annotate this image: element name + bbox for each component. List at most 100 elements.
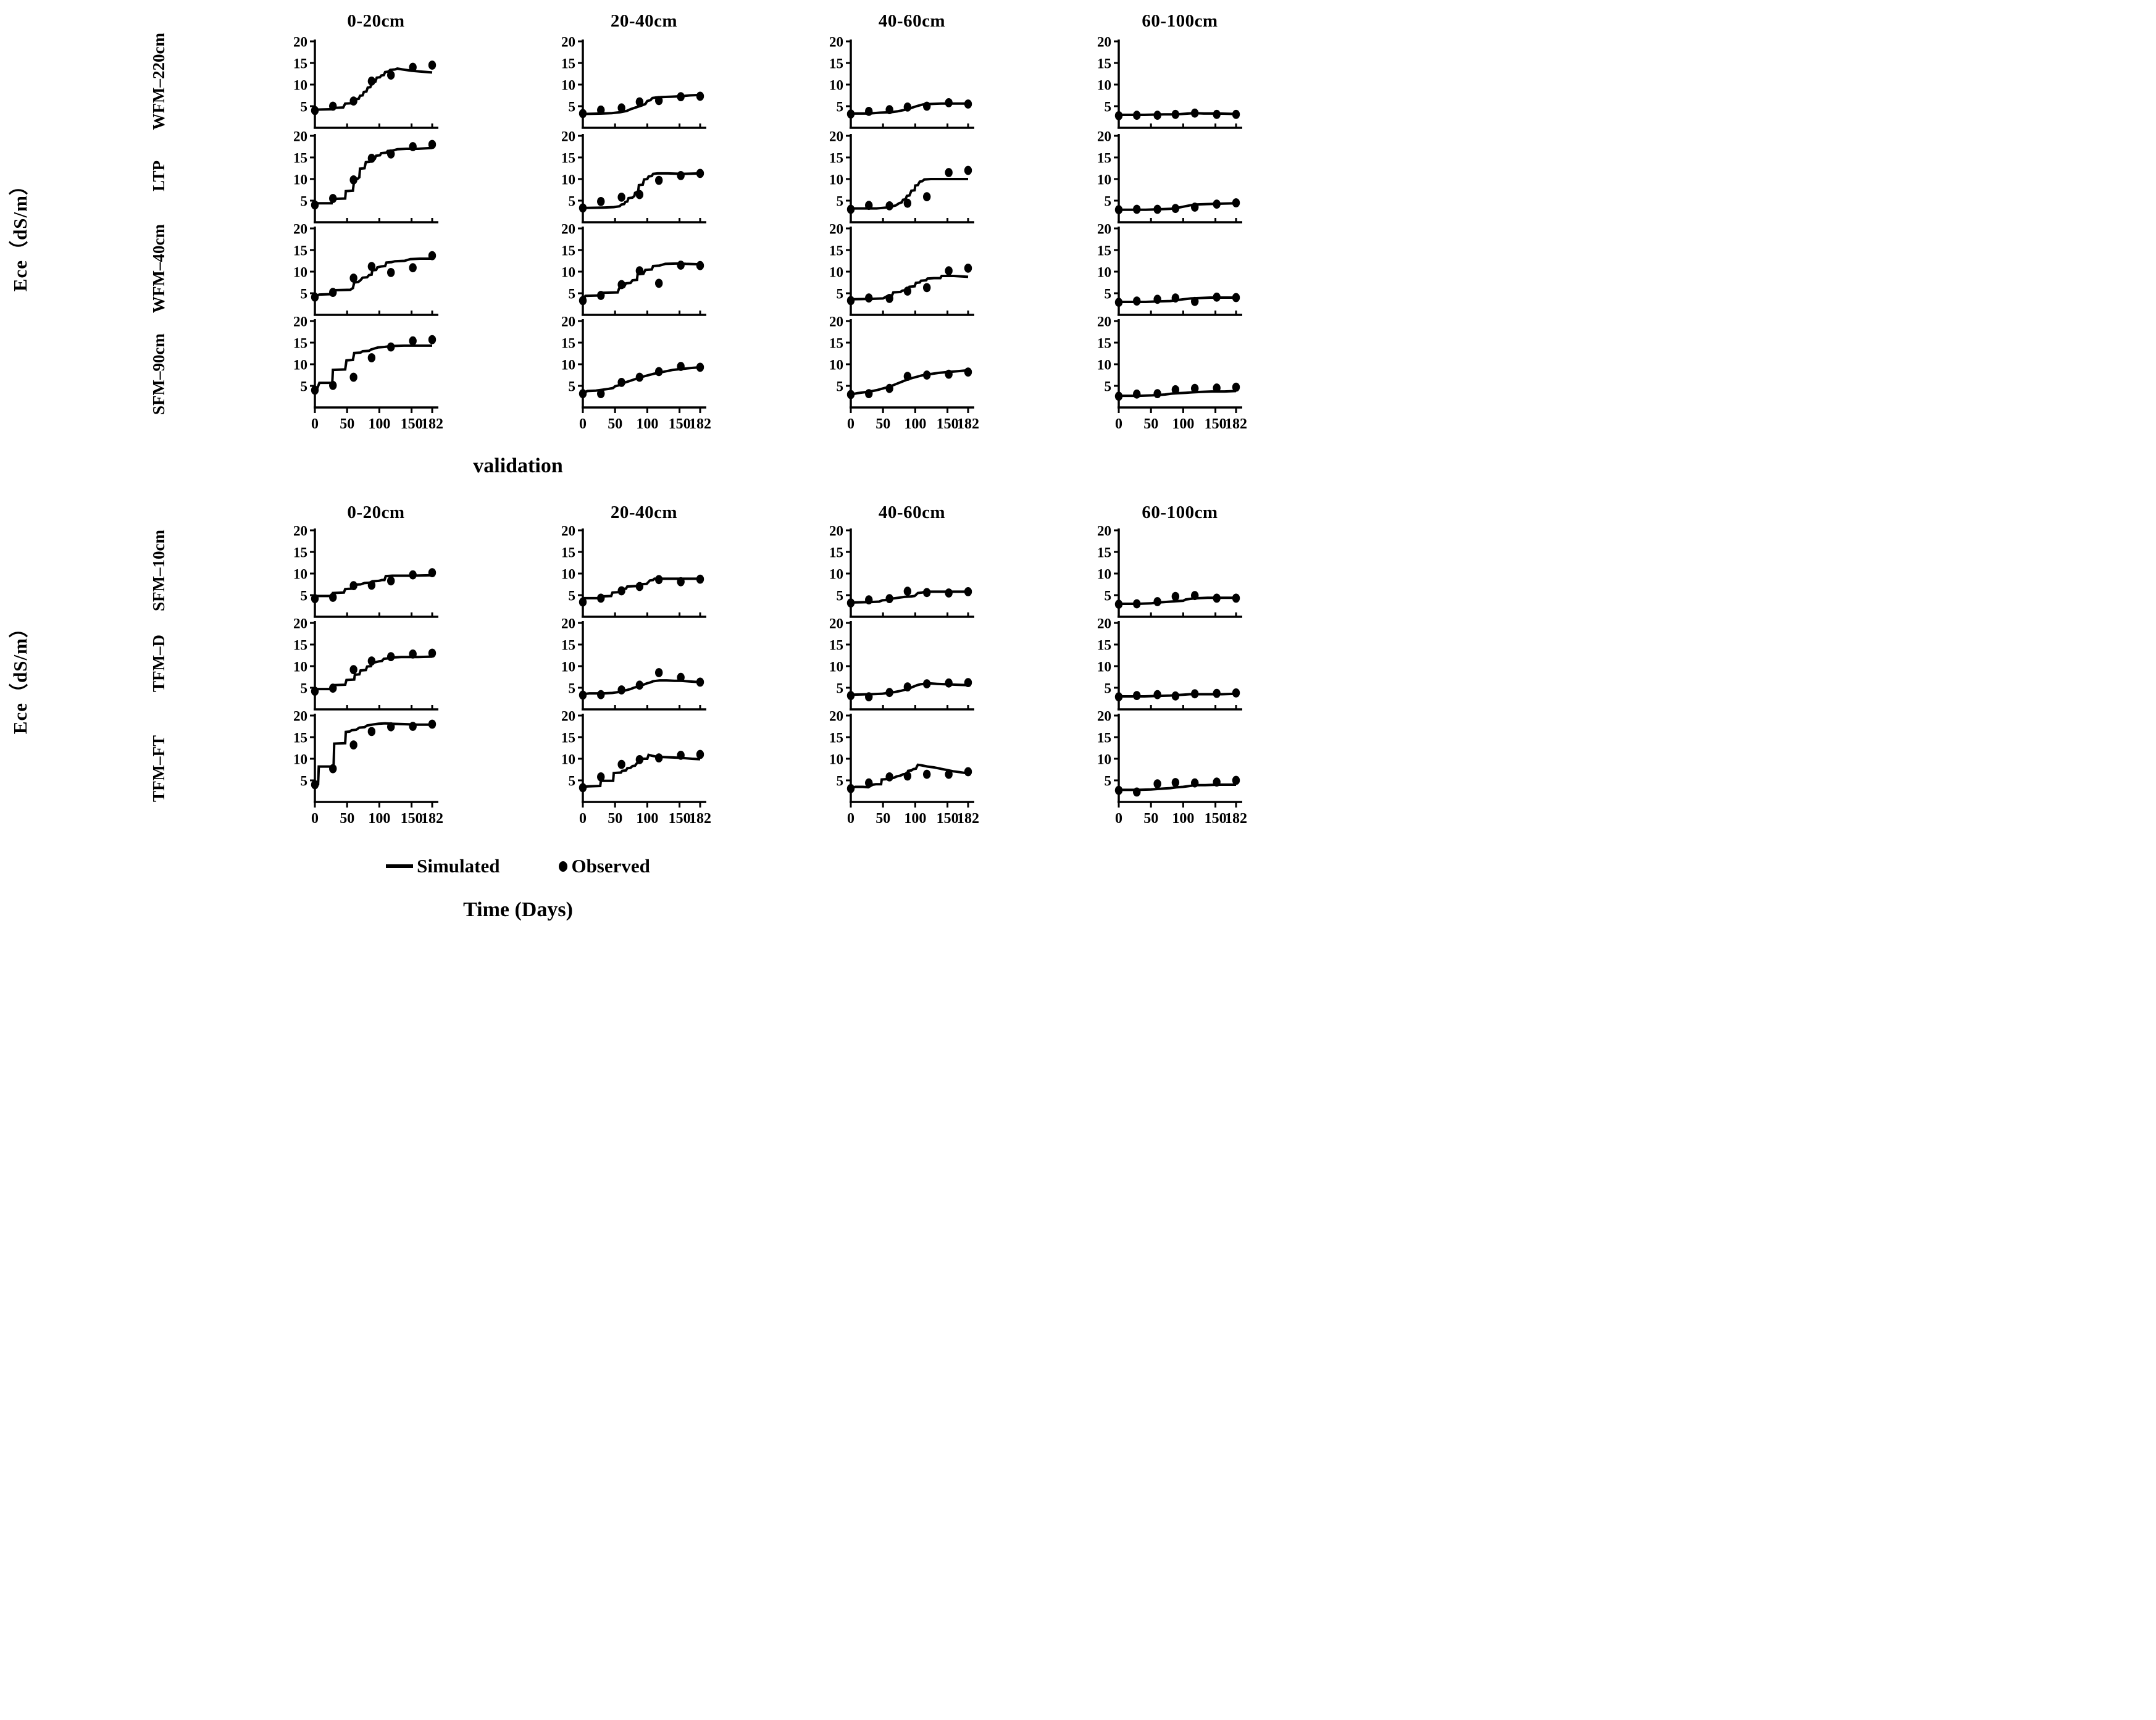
simulated-line <box>1119 390 1237 398</box>
observed-point <box>617 760 625 769</box>
y-tick-label: 20 <box>829 222 843 237</box>
observed-point <box>329 101 337 111</box>
observed-point <box>654 575 663 585</box>
panel-WFM–220cm-60-100cm: 5 10 15 20 <box>1090 34 1245 129</box>
observed-point <box>903 199 912 209</box>
observed-point <box>1133 691 1141 701</box>
observed-point <box>1153 111 1161 120</box>
observed-point <box>428 251 437 261</box>
x-tick-label: 182 <box>689 416 711 432</box>
observed-point <box>1171 778 1180 788</box>
y-tick-label: 5 <box>569 774 576 789</box>
y-tick-label: 5 <box>1105 681 1112 696</box>
x-tick-label: 100 <box>904 416 926 432</box>
y-tick-label: 5 <box>301 681 308 696</box>
x-tick-label: 150 <box>669 811 691 827</box>
y-tick-label: 5 <box>837 379 844 395</box>
observed-point <box>865 201 873 211</box>
panel-svg-LTP-60-100cm: 5 10 15 20 <box>1097 129 1242 224</box>
observed-point <box>654 176 663 185</box>
observed-point <box>1213 593 1221 603</box>
observed-point <box>367 580 376 590</box>
simulated-line <box>582 366 701 395</box>
y-tick-label: 10 <box>561 357 575 373</box>
y-tick-label: 10 <box>561 265 575 280</box>
observed-point <box>903 682 912 692</box>
observed-point <box>1213 109 1221 119</box>
y-tick-label: 20 <box>829 34 843 49</box>
middle-caption: validation <box>473 454 563 478</box>
observed-point <box>865 692 873 702</box>
y-tick-label: 5 <box>1105 379 1112 395</box>
observed-point <box>386 343 395 352</box>
observed-point <box>865 106 873 116</box>
panel-WFM–40cm-40-60cm: 5 10 15 20 <box>822 222 977 317</box>
x-tick-label: 182 <box>957 416 979 432</box>
x-tick-label: 0 <box>847 811 854 827</box>
x-tick-label: 50 <box>875 416 890 432</box>
observed-point <box>964 678 972 688</box>
panel-svg-WFM–220cm-40-60cm: 5 10 15 20 <box>829 34 974 129</box>
y-tick-label: 10 <box>293 567 307 582</box>
observed-point <box>1232 776 1240 785</box>
panel-svg-SFM–10cm-40-60cm: 5 10 15 20 <box>829 524 974 619</box>
observed-point <box>885 384 893 394</box>
panel-TFM–D-40-60cm: 5 10 15 20 <box>822 616 977 711</box>
panel-svg-WFM–220cm-60-100cm: 5 10 15 20 <box>1097 34 1242 129</box>
y-tick-label: 15 <box>1097 638 1111 653</box>
y-tick-label: 15 <box>293 730 307 746</box>
observed-point <box>635 373 644 382</box>
x-tick-label: 150 <box>937 416 959 432</box>
y-tick-label: 20 <box>829 616 843 632</box>
column-title-40-60cm: 40-60cm <box>878 503 946 523</box>
observed-point <box>846 205 855 214</box>
y-tick-label: 15 <box>1097 545 1111 561</box>
panel-LTP-20-40cm: 5 10 15 20 <box>554 129 709 224</box>
observed-point <box>409 722 417 732</box>
observed-point <box>1114 298 1123 307</box>
observed-point <box>922 588 931 598</box>
observed-point <box>945 98 953 107</box>
observed-point <box>349 740 357 750</box>
y-tick-label: 10 <box>829 357 843 373</box>
y-tick-label: 5 <box>301 286 308 302</box>
y-tick-label: 20 <box>829 129 843 144</box>
panel-SFM–90cm-60-100cm: 5 10 15 20 0 50 100 150 182 <box>1090 314 1247 433</box>
observed-point <box>597 772 605 782</box>
observed-point <box>1133 205 1141 214</box>
observed-point <box>579 690 587 700</box>
observed-point <box>696 575 704 584</box>
observed-point <box>428 60 437 70</box>
panel-svg-WFM–220cm-20-40cm: 5 10 15 20 <box>561 34 706 129</box>
observed-point <box>1232 109 1240 119</box>
observed-point <box>579 389 587 399</box>
observed-point <box>1171 592 1180 601</box>
observed-point <box>386 576 395 586</box>
panel-svg-TFM–D-20-40cm: 5 10 15 20 <box>561 616 706 711</box>
y-tick-label: 10 <box>829 265 843 280</box>
observed-point <box>654 96 663 106</box>
observed-point <box>1171 204 1180 214</box>
panel-svg-TFM–D-40-60cm: 5 10 15 20 <box>829 616 974 711</box>
observed-point <box>428 568 437 578</box>
column-title-60-100cm: 60-100cm <box>1142 11 1218 31</box>
observed-point <box>885 594 893 604</box>
observed-point <box>579 598 587 607</box>
observed-point <box>597 690 605 700</box>
x-tick-label: 100 <box>904 811 926 827</box>
observed-point <box>885 772 893 782</box>
observed-point <box>964 99 972 109</box>
y-tick-label: 20 <box>561 129 575 144</box>
y-axis-label: Ece（dS/m） <box>9 524 31 828</box>
observed-point <box>696 261 704 271</box>
column-title-20-40cm: 20-40cm <box>610 11 678 31</box>
y-tick-label: 20 <box>293 129 307 144</box>
observed-point <box>1133 599 1141 609</box>
y-tick-label: 15 <box>293 151 307 166</box>
observed-point <box>696 750 704 759</box>
observed-point <box>349 665 357 675</box>
y-tick-label: 15 <box>829 336 843 351</box>
y-tick-label: 5 <box>837 774 844 789</box>
